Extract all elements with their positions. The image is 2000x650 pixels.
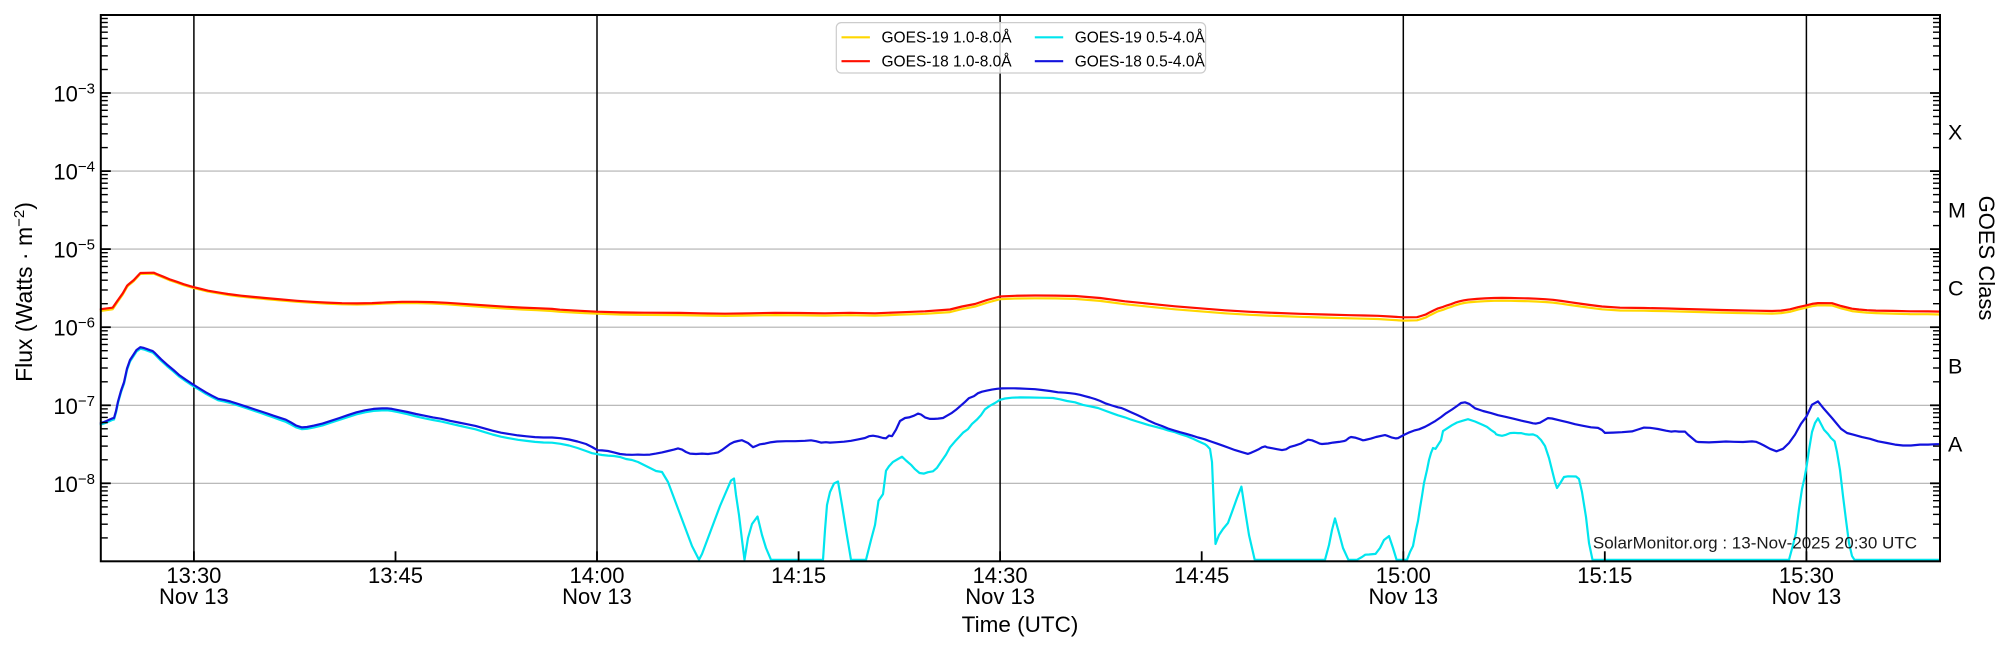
svg-text:10−8: 10−8 xyxy=(53,471,95,497)
svg-text:Nov 13: Nov 13 xyxy=(1772,584,1842,609)
svg-text:15:00: 15:00 xyxy=(1376,563,1431,588)
svg-text:Time (UTC): Time (UTC) xyxy=(962,612,1079,637)
svg-text:13:30: 13:30 xyxy=(166,563,221,588)
svg-text:M: M xyxy=(1948,199,1966,223)
svg-text:GOES-19 0.5-4.0Å: GOES-19 0.5-4.0Å xyxy=(1075,30,1206,47)
svg-text:Nov 13: Nov 13 xyxy=(562,584,632,609)
svg-text:GOES-18 1.0-8.0Å: GOES-18 1.0-8.0Å xyxy=(882,54,1013,71)
svg-text:15:30: 15:30 xyxy=(1779,563,1834,588)
svg-text:X: X xyxy=(1948,121,1962,145)
svg-text:C: C xyxy=(1948,277,1964,301)
svg-text:GOES-18 0.5-4.0Å: GOES-18 0.5-4.0Å xyxy=(1075,54,1206,71)
svg-text:B: B xyxy=(1948,355,1962,379)
svg-text:Nov 13: Nov 13 xyxy=(965,584,1035,609)
svg-text:13:45: 13:45 xyxy=(368,563,423,588)
svg-text:SolarMonitor.org : 13-Nov-2025: SolarMonitor.org : 13-Nov-2025 20:30 UTC xyxy=(1593,534,1917,553)
svg-text:GOES-19 1.0-8.0Å: GOES-19 1.0-8.0Å xyxy=(882,30,1013,47)
svg-text:A: A xyxy=(1948,433,1963,457)
svg-text:Nov 13: Nov 13 xyxy=(1368,584,1438,609)
svg-text:14:15: 14:15 xyxy=(771,563,826,588)
svg-text:14:45: 14:45 xyxy=(1174,563,1229,588)
svg-text:14:00: 14:00 xyxy=(569,563,624,588)
svg-text:GOES Class: GOES Class xyxy=(1974,196,1999,321)
svg-text:14:30: 14:30 xyxy=(973,563,1028,588)
svg-text:15:15: 15:15 xyxy=(1577,563,1632,588)
svg-text:Flux (Watts · m−2): Flux (Watts · m−2) xyxy=(11,202,37,382)
svg-text:Nov 13: Nov 13 xyxy=(159,584,229,609)
